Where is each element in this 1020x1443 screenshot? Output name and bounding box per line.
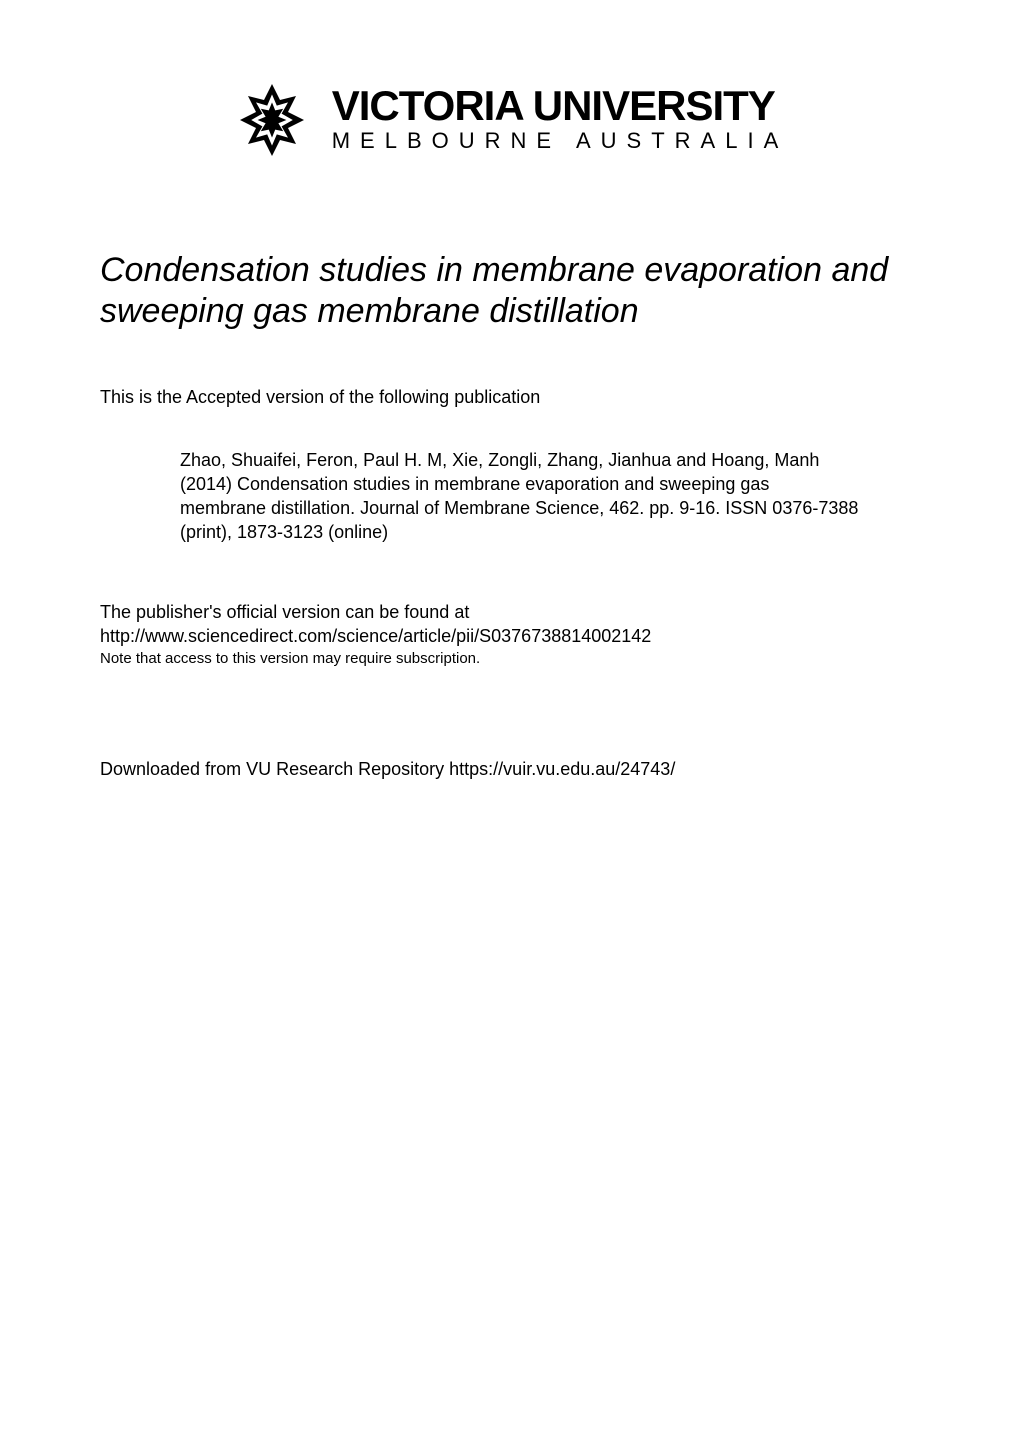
paper-title: Condensation studies in membrane evapora… [100,250,920,332]
publisher-url: http://www.sciencedirect.com/science/art… [100,624,920,648]
citation-block: Zhao, Shuaifei, Feron, Paul H. M, Xie, Z… [100,448,920,545]
logo-location: MELBOURNE AUSTRALIA [332,127,789,156]
publisher-block: The publisher's official version can be … [100,600,920,668]
logo-university-name: VICTORIA UNIVERSITY [332,85,789,127]
download-repository-note: Downloaded from VU Research Repository h… [100,757,920,781]
victoria-university-crest-icon [232,80,312,160]
university-logo-block: VICTORIA UNIVERSITY MELBOURNE AUSTRALIA [100,80,920,160]
citation-text: Zhao, Shuaifei, Feron, Paul H. M, Xie, Z… [180,448,860,545]
publisher-note-line: The publisher's official version can be … [100,600,920,624]
accepted-version-note: This is the Accepted version of the foll… [100,387,920,408]
access-subscription-note: Note that access to this version may req… [100,650,920,667]
logo-text-block: VICTORIA UNIVERSITY MELBOURNE AUSTRALIA [332,85,789,156]
